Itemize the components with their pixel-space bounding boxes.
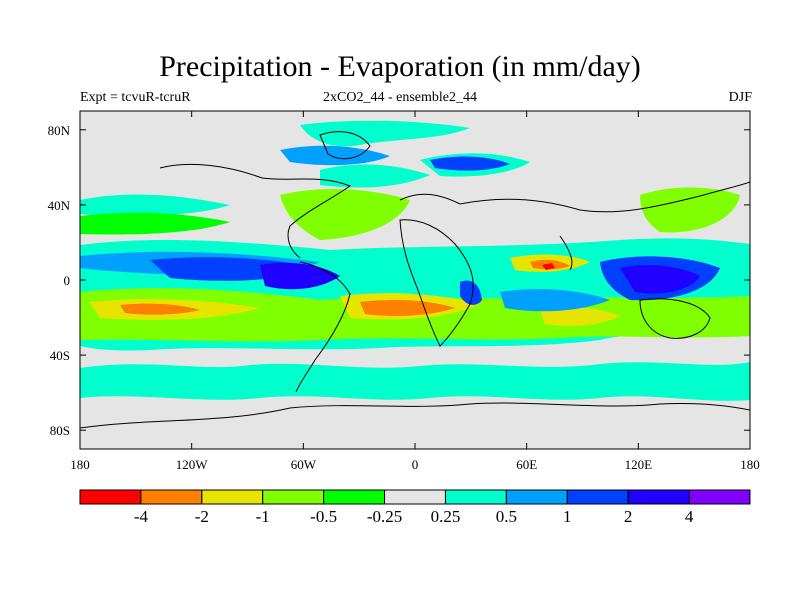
coast-australia xyxy=(639,298,711,339)
x-tick-label: 120E xyxy=(625,457,653,472)
axis-ticks: 80N 40N 0 40S 80S 180 120W 60W 0 60E 120E 180 xyxy=(48,111,760,472)
colorbar-swatch xyxy=(688,489,751,505)
x-tick-label: 60W xyxy=(291,457,317,472)
north-pacific-green xyxy=(80,212,230,235)
colorbar-label: -0.5 xyxy=(310,507,337,526)
indian-ocean-yellow xyxy=(540,307,620,326)
colorbar-swatch xyxy=(627,489,690,505)
siberia-blue xyxy=(430,156,510,171)
y-tick-label: 80N xyxy=(48,123,71,138)
south-pacific-orange xyxy=(120,303,200,315)
colorbar-label: 0.5 xyxy=(496,507,517,526)
coast-north-america xyxy=(159,163,352,259)
coast-africa xyxy=(399,219,474,347)
x-tick-label: 180 xyxy=(740,457,760,472)
coast-antarctica xyxy=(80,402,750,429)
colorbar-swatch xyxy=(201,489,264,505)
colorbar-label: 2 xyxy=(624,507,633,526)
amazon-deep xyxy=(260,262,340,290)
x-tick-label: 120W xyxy=(176,457,209,472)
coast-asia xyxy=(459,181,750,213)
x-tick-label: 180 xyxy=(70,457,90,472)
colorbar-swatch xyxy=(262,489,325,505)
south-atlantic-orange xyxy=(360,300,455,316)
map-title: Precipitation - Evaporation (in mm/day) xyxy=(159,50,641,83)
colorbar: -4 -2 -1 -0.5 -0.25 0.25 0.5 1 2 4 xyxy=(79,489,751,526)
colorbar-label: -2 xyxy=(195,507,209,526)
coastlines xyxy=(80,131,750,429)
y-tick-label: 80S xyxy=(50,423,70,438)
ensemble-label: 2xCO2_44 - ensemble2_44 xyxy=(323,90,477,105)
north-pacific-blue xyxy=(280,145,390,166)
precip-field xyxy=(80,120,750,401)
colorbar-swatch xyxy=(323,489,386,505)
colorbar-label: -4 xyxy=(134,507,149,526)
y-tick-label: 40N xyxy=(48,198,71,213)
colorbar-label: -0.25 xyxy=(367,507,402,526)
coast-europe xyxy=(399,193,461,205)
north-atlantic-cyan xyxy=(320,164,430,188)
maritime-continent-deep xyxy=(620,265,700,294)
southern-ocean-band xyxy=(80,362,750,401)
indian-ocean-blue xyxy=(500,289,610,312)
colorbar-swatch xyxy=(505,489,568,505)
colorbar-swatch xyxy=(384,489,446,505)
colorbar-swatch xyxy=(444,489,507,505)
north-america-green xyxy=(280,188,410,240)
east-africa-blue xyxy=(460,280,482,305)
colorbar-swatch xyxy=(79,489,142,505)
y-tick-label: 40S xyxy=(50,348,70,363)
eurasia-green xyxy=(640,187,740,233)
north-pacific-cyan xyxy=(80,194,230,216)
experiment-label: Expt = tcvuR-tcruR xyxy=(80,90,191,105)
colorbar-swatch xyxy=(566,489,629,505)
x-tick-label: 60E xyxy=(516,457,537,472)
x-tick-label: 0 xyxy=(412,457,419,472)
colorbar-label: 0.25 xyxy=(431,507,461,526)
season-label: DJF xyxy=(728,90,752,105)
colorbar-label: 1 xyxy=(563,507,572,526)
coast-india xyxy=(559,235,573,271)
coast-greenland xyxy=(319,131,371,160)
colorbar-label: -1 xyxy=(256,507,270,526)
sahel-red xyxy=(542,263,555,270)
arctic-band xyxy=(300,120,470,147)
y-tick-label: 0 xyxy=(64,273,71,288)
colorbar-swatch xyxy=(140,489,203,505)
coast-south-america xyxy=(295,261,351,393)
colorbar-label: 4 xyxy=(685,507,694,526)
